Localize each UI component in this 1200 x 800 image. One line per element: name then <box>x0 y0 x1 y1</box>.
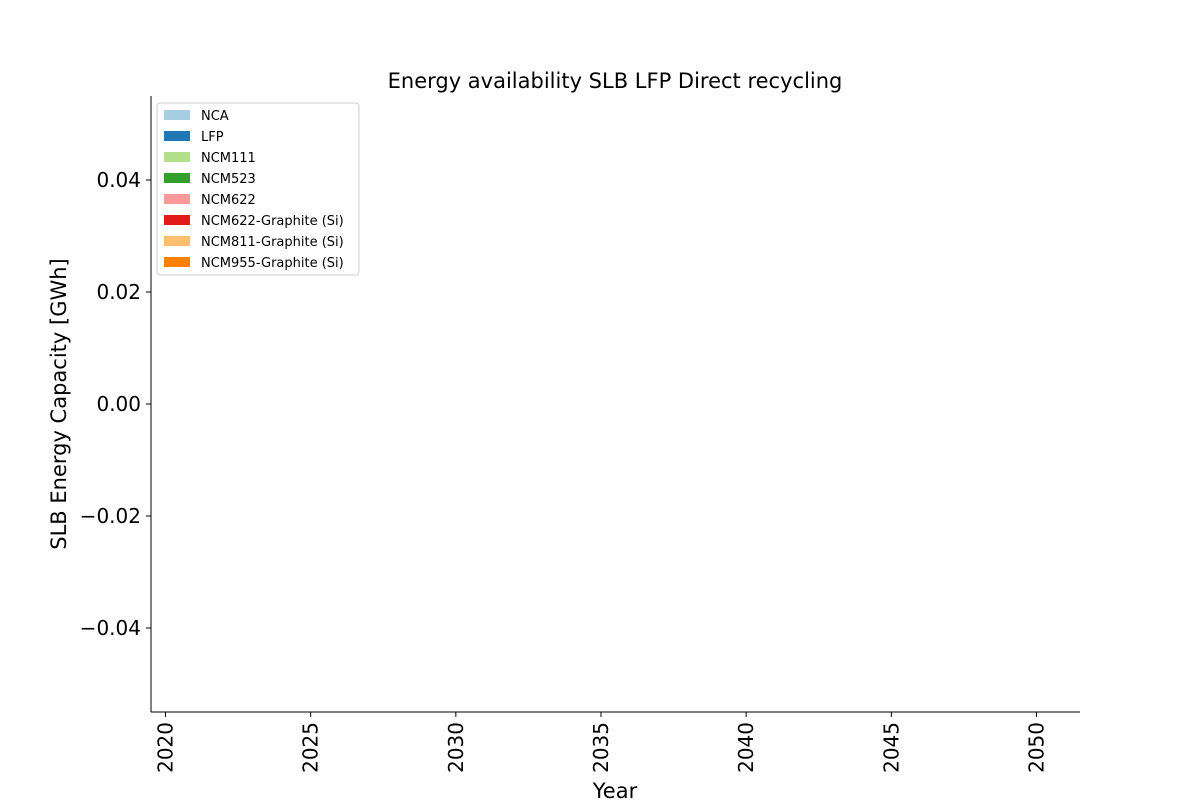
y-tick-label: 0.02 <box>96 280 141 304</box>
x-tick-label: 2020 <box>154 722 178 773</box>
legend-swatch <box>164 215 190 225</box>
y-tick-label: −0.02 <box>80 504 141 528</box>
y-tick-label: 0.00 <box>96 392 141 416</box>
x-tick-label: 2035 <box>589 722 613 773</box>
legend-swatch <box>164 236 190 246</box>
legend-swatch <box>164 257 190 267</box>
x-axis-ticks: 2020 2025 2030 2035 2040 2045 2050 <box>154 712 1048 773</box>
legend-entry: NCM523 <box>201 172 256 187</box>
x-tick-label: 2050 <box>1024 722 1048 773</box>
x-tick-label: 2045 <box>879 722 903 773</box>
legend-swatch <box>164 194 190 204</box>
legend-swatch <box>164 110 190 120</box>
legend-swatch <box>164 173 190 183</box>
legend-entry: NCM955-Graphite (Si) <box>201 256 344 271</box>
legend-entry: NCM111 <box>201 151 256 166</box>
legend-entry: NCM811-Graphite (Si) <box>201 235 344 250</box>
legend-swatch <box>164 131 190 141</box>
y-axis-label: SLB Energy Capacity [GWh] <box>47 258 71 550</box>
x-axis-label: Year <box>592 779 638 800</box>
legend: NCA LFP NCM111 NCM523 NCM622 NCM622-Graphite … <box>156 102 360 276</box>
legend-entry: LFP <box>201 130 224 145</box>
chart-title: Energy availability SLB LFP Direct recyc… <box>388 69 843 93</box>
x-tick-label: 2030 <box>444 722 468 773</box>
legend-swatch <box>164 152 190 162</box>
legend-entry: NCM622 <box>201 193 256 208</box>
y-tick-label: −0.04 <box>80 616 141 640</box>
y-axis-ticks: −0.04 −0.02 0.00 0.02 0.04 <box>80 168 151 640</box>
y-tick-label: 0.04 <box>96 168 141 192</box>
legend-entry: NCA <box>201 109 229 124</box>
legend-entry: NCM622-Graphite (Si) <box>201 214 344 229</box>
x-tick-label: 2040 <box>734 722 758 773</box>
x-tick-label: 2025 <box>299 722 323 773</box>
legend-frame <box>156 102 360 276</box>
